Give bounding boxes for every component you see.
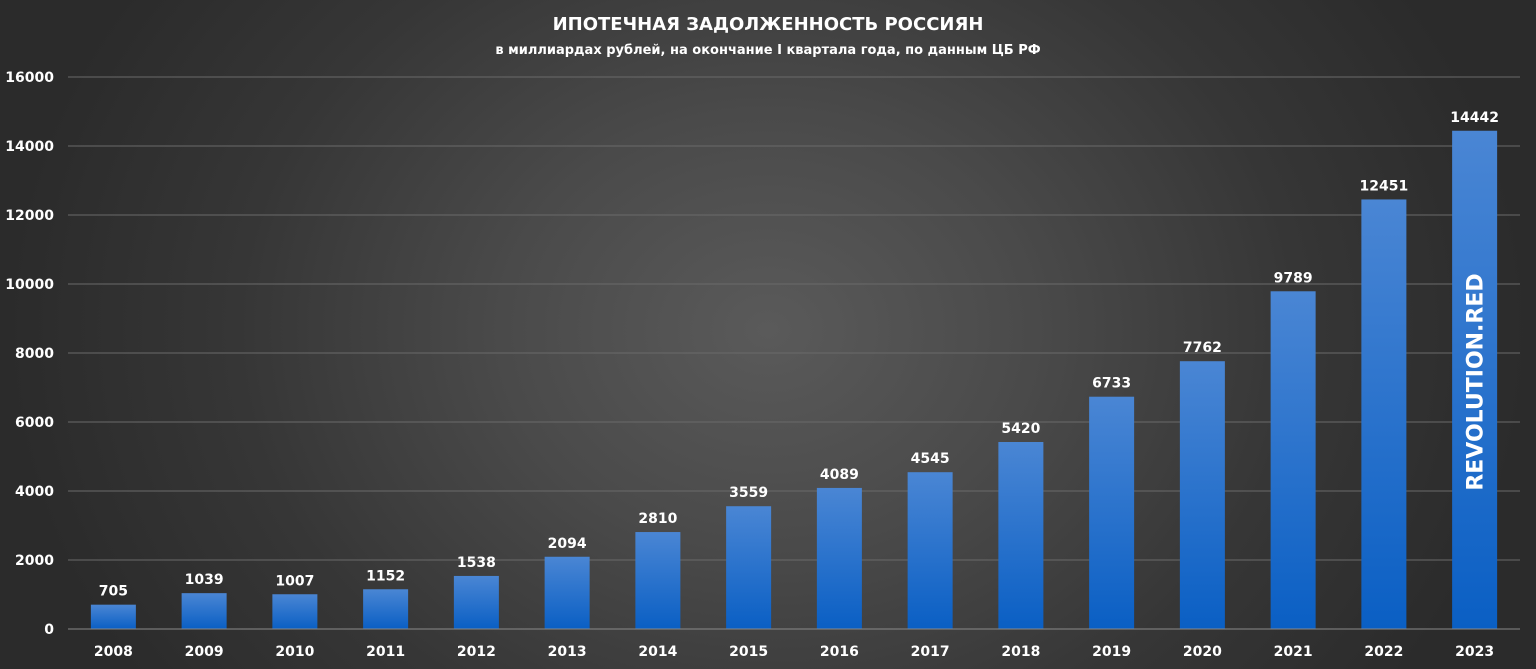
y-tick-label: 6000 bbox=[15, 415, 54, 431]
bar bbox=[1089, 396, 1135, 629]
bar bbox=[907, 472, 953, 629]
data-label: 7762 bbox=[1183, 340, 1222, 356]
watermark-logo: REVOLUTION.RED bbox=[1464, 273, 1489, 490]
y-tick-label: 12000 bbox=[5, 208, 54, 224]
x-tick-label: 2013 bbox=[548, 644, 587, 660]
data-label: 1039 bbox=[185, 572, 224, 588]
x-tick-label: 2017 bbox=[911, 644, 950, 660]
bar bbox=[181, 593, 227, 629]
data-label: 1007 bbox=[275, 573, 314, 589]
bar bbox=[816, 487, 862, 629]
bar bbox=[1452, 130, 1498, 629]
x-tick-label: 2009 bbox=[185, 644, 224, 660]
x-tick-label: 2022 bbox=[1364, 644, 1403, 660]
bar bbox=[1179, 361, 1225, 629]
data-label: 9789 bbox=[1274, 270, 1313, 286]
y-tick-label: 16000 bbox=[5, 70, 54, 86]
bar bbox=[453, 575, 499, 629]
data-label: 4545 bbox=[911, 451, 950, 467]
data-label: 2810 bbox=[638, 511, 677, 527]
y-tick-label: 2000 bbox=[15, 553, 54, 569]
watermark-text: REVOLUTION.RED bbox=[1464, 273, 1489, 490]
bar bbox=[272, 594, 318, 629]
y-tick-label: 10000 bbox=[5, 277, 54, 293]
x-tick-label: 2023 bbox=[1455, 644, 1494, 660]
data-label: 705 bbox=[99, 584, 128, 600]
data-label: 2094 bbox=[548, 536, 587, 552]
bar bbox=[726, 506, 772, 629]
y-axis-ticks: 0 2000 4000 6000 8000 10000 12000 14000 16000 bbox=[5, 70, 54, 638]
y-tick-label: 4000 bbox=[15, 484, 54, 500]
bar bbox=[363, 589, 409, 629]
x-tick-label: 2008 bbox=[94, 644, 133, 660]
bar bbox=[544, 556, 590, 629]
x-tick-label: 2020 bbox=[1183, 644, 1222, 660]
x-tick-label: 2014 bbox=[638, 644, 677, 660]
grid-lines bbox=[68, 76, 1520, 561]
data-label: 1538 bbox=[457, 555, 496, 571]
x-tick-label: 2018 bbox=[1001, 644, 1040, 660]
bar bbox=[1270, 291, 1316, 629]
bars bbox=[90, 130, 1498, 630]
y-tick-label: 14000 bbox=[5, 139, 54, 155]
bar bbox=[635, 532, 681, 629]
data-label: 3559 bbox=[729, 485, 768, 501]
x-tick-label: 2021 bbox=[1274, 644, 1313, 660]
x-tick-label: 2012 bbox=[457, 644, 496, 660]
y-tick-label: 0 bbox=[44, 622, 54, 638]
x-tick-label: 2016 bbox=[820, 644, 859, 660]
data-label: 14442 bbox=[1450, 110, 1499, 126]
x-axis-ticks: 2008 2009 2010 2011 2012 2013 2014 2015 2016 2017… bbox=[94, 644, 1494, 660]
data-label: 4089 bbox=[820, 467, 859, 483]
bar bbox=[1361, 199, 1407, 630]
chart-title: ИПОТЕЧНАЯ ЗАДОЛЖЕННОСТЬ РОССИЯН bbox=[553, 14, 984, 35]
data-label: 1152 bbox=[366, 568, 405, 584]
chart-subtitle: в миллиардах рублей, на окончание I квар… bbox=[495, 43, 1040, 58]
x-tick-label: 2011 bbox=[366, 644, 405, 660]
data-labels: 705 1039 1007 1152 1538 2094 2810 3559 4089 4545 5… bbox=[99, 110, 1499, 600]
x-tick-label: 2019 bbox=[1092, 644, 1131, 660]
y-tick-label: 8000 bbox=[15, 346, 54, 362]
bar bbox=[998, 442, 1044, 629]
bar bbox=[90, 604, 136, 629]
x-tick-label: 2015 bbox=[729, 644, 768, 660]
x-tick-label: 2010 bbox=[275, 644, 314, 660]
data-label: 5420 bbox=[1001, 421, 1040, 437]
data-label: 6733 bbox=[1092, 376, 1131, 392]
data-label: 12451 bbox=[1360, 178, 1409, 194]
